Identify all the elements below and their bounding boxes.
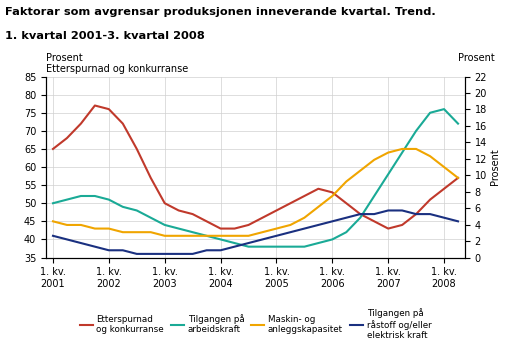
Y-axis label: Prosent: Prosent	[490, 149, 500, 185]
Text: Etterspurnad og konkurranse: Etterspurnad og konkurranse	[46, 64, 188, 74]
Text: 1. kvartal 2001-3. kvartal 2008: 1. kvartal 2001-3. kvartal 2008	[5, 31, 205, 41]
Text: Prosent: Prosent	[457, 53, 494, 63]
Text: Prosent: Prosent	[46, 53, 83, 63]
Text: Faktorar som avgrensar produksjonen inneverande kvartal. Trend.: Faktorar som avgrensar produksjonen inne…	[5, 7, 436, 17]
Legend: Etterspurnad
og konkurranse, Tilgangen på
arbeidskraft, Maskin- og
anleggskapasi: Etterspurnad og konkurranse, Tilgangen p…	[76, 305, 435, 343]
